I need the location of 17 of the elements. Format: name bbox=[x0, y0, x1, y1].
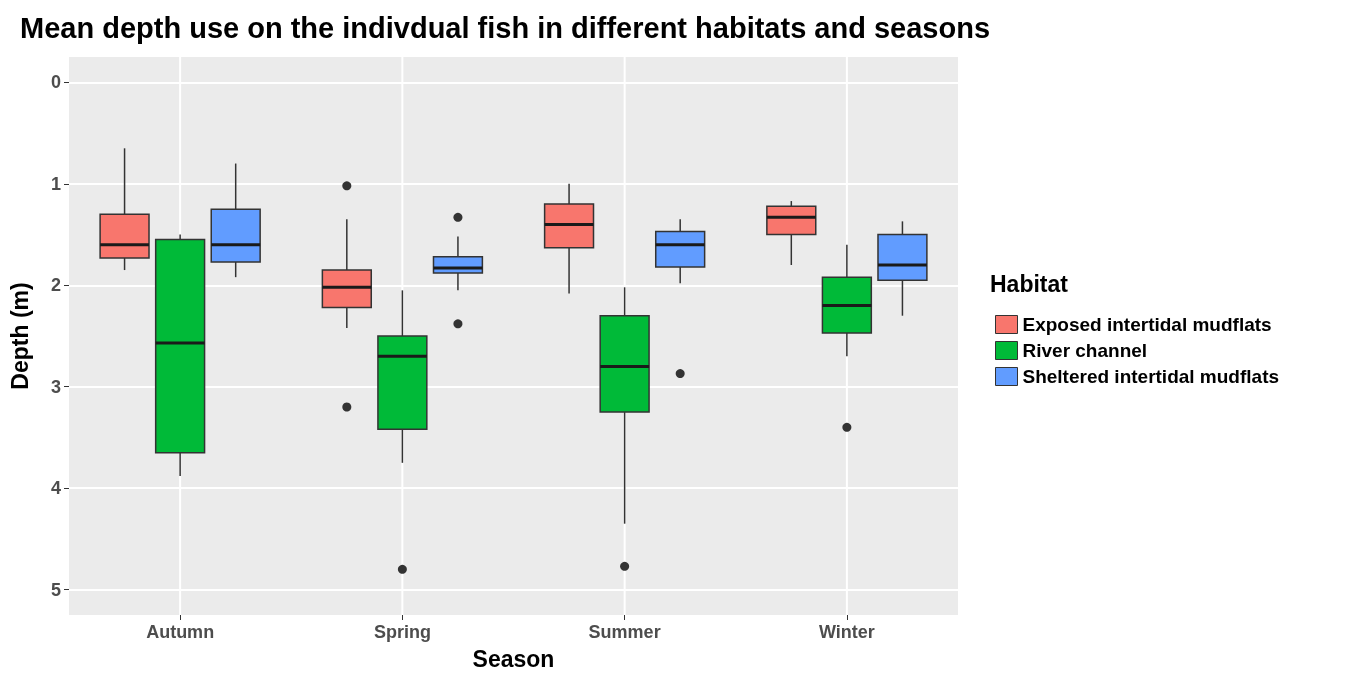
legend-label: Sheltered intertidal mudflats bbox=[1022, 366, 1280, 387]
y-tick-label: 5 bbox=[50, 579, 61, 600]
y-tick-label: 4 bbox=[50, 478, 61, 499]
y-axis-title: Depth (m) bbox=[6, 282, 33, 390]
legend-label: River channel bbox=[1022, 340, 1148, 361]
x-tick-label: Spring bbox=[373, 622, 431, 642]
y-tick-label: 2 bbox=[50, 275, 61, 296]
x-tick-label: Winter bbox=[818, 622, 875, 642]
y-tick-label: 1 bbox=[50, 173, 61, 194]
y-tick-label: 3 bbox=[50, 376, 61, 397]
x-tick-label: Autumn bbox=[146, 622, 215, 642]
legend-title: Habitat bbox=[990, 270, 1069, 297]
x-tick-label: Summer bbox=[588, 622, 661, 642]
x-axis-title: Season bbox=[472, 645, 555, 672]
chart-title: Mean depth use on the indivdual fish in different habitats and seasons bbox=[20, 11, 991, 44]
y-tick-label: 0 bbox=[50, 72, 61, 93]
legend-label: Exposed intertidal mudflats bbox=[1022, 314, 1272, 335]
